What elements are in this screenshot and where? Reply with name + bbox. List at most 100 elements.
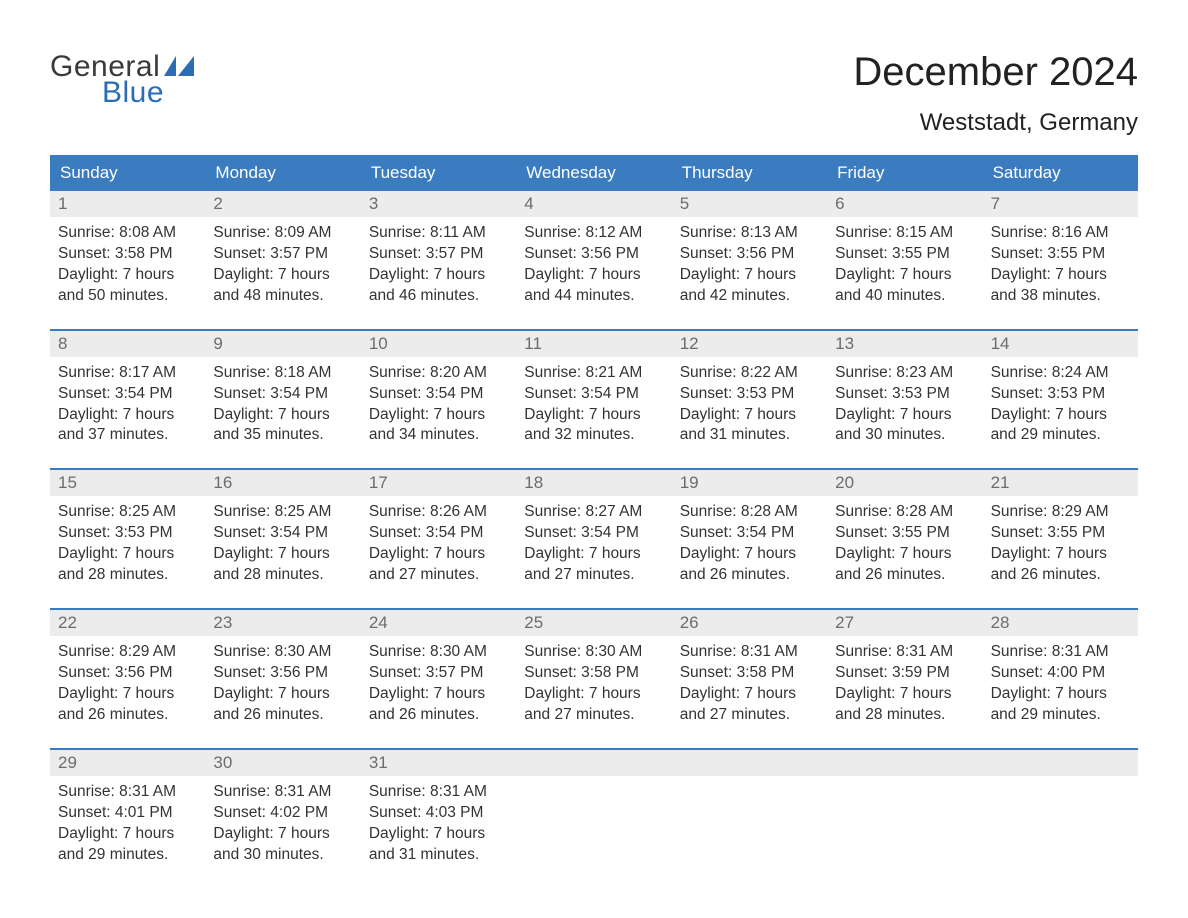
day-number: 21 [983, 470, 1138, 496]
weekday-header: Monday [205, 155, 360, 191]
sunset-line: Sunset: 3:56 PM [58, 663, 197, 684]
sunset-line: Sunset: 3:53 PM [835, 384, 974, 405]
day-number: 13 [827, 331, 982, 357]
day-body: Sunrise: 8:09 AMSunset: 3:57 PMDaylight:… [205, 217, 360, 311]
sunrise-line: Sunrise: 8:25 AM [213, 502, 352, 523]
daylight-line-2: and 30 minutes. [213, 845, 352, 866]
daylight-line-1: Daylight: 7 hours [524, 684, 663, 705]
daylight-line-2: and 31 minutes. [369, 845, 508, 866]
day-cell: 17Sunrise: 8:26 AMSunset: 3:54 PMDayligh… [361, 470, 516, 590]
day-cell: 30Sunrise: 8:31 AMSunset: 4:02 PMDayligh… [205, 750, 360, 870]
day-cell: 7Sunrise: 8:16 AMSunset: 3:55 PMDaylight… [983, 191, 1138, 311]
day-number: 17 [361, 470, 516, 496]
day-number: 31 [361, 750, 516, 776]
daylight-line-1: Daylight: 7 hours [680, 405, 819, 426]
sunset-line: Sunset: 3:55 PM [835, 244, 974, 265]
daylight-line-1: Daylight: 7 hours [835, 684, 974, 705]
day-cell: 21Sunrise: 8:29 AMSunset: 3:55 PMDayligh… [983, 470, 1138, 590]
sunrise-line: Sunrise: 8:29 AM [58, 642, 197, 663]
day-number: 4 [516, 191, 671, 217]
sunrise-line: Sunrise: 8:31 AM [213, 782, 352, 803]
daylight-line-1: Daylight: 7 hours [213, 684, 352, 705]
day-cell: 20Sunrise: 8:28 AMSunset: 3:55 PMDayligh… [827, 470, 982, 590]
daylight-line-1: Daylight: 7 hours [213, 405, 352, 426]
day-cell: 11Sunrise: 8:21 AMSunset: 3:54 PMDayligh… [516, 331, 671, 451]
daylight-line-1: Daylight: 7 hours [369, 824, 508, 845]
day-number: 10 [361, 331, 516, 357]
day-body: Sunrise: 8:28 AMSunset: 3:55 PMDaylight:… [827, 496, 982, 590]
sunrise-line: Sunrise: 8:24 AM [991, 363, 1130, 384]
day-number: 24 [361, 610, 516, 636]
day-cell: 19Sunrise: 8:28 AMSunset: 3:54 PMDayligh… [672, 470, 827, 590]
sunset-line: Sunset: 3:54 PM [524, 523, 663, 544]
daylight-line-2: and 50 minutes. [58, 286, 197, 307]
day-number: 5 [672, 191, 827, 217]
sunset-line: Sunset: 3:54 PM [213, 523, 352, 544]
day-number: 11 [516, 331, 671, 357]
day-body: Sunrise: 8:20 AMSunset: 3:54 PMDaylight:… [361, 357, 516, 451]
day-cell: 27 Sunrise: 8:31 AMSunset: 3:59 PMDayligh… [827, 610, 982, 730]
sunrise-line: Sunrise: 8:31 AM [991, 642, 1130, 663]
sunrise-line: Sunrise: 8:31 AM [58, 782, 197, 803]
day-number: 14 [983, 331, 1138, 357]
sunrise-line: Sunrise: 8:17 AM [58, 363, 197, 384]
daylight-line-2: and 38 minutes. [991, 286, 1130, 307]
day-number: 3 [361, 191, 516, 217]
sunset-line: Sunset: 3:59 PM [835, 663, 974, 684]
daylight-line-2: and 37 minutes. [58, 425, 197, 446]
sunrise-line: Sunrise: 8:23 AM [835, 363, 974, 384]
sunrise-line: Sunrise: 8:31 AM [835, 642, 974, 663]
day-body: Sunrise: 8:22 AMSunset: 3:53 PMDaylight:… [672, 357, 827, 451]
day-number: 8 [50, 331, 205, 357]
weekday-header: Thursday [672, 155, 827, 191]
day-body: Sunrise: 8:31 AMSunset: 4:00 PMDaylight:… [983, 636, 1138, 730]
flag-icon [164, 56, 194, 76]
day-cell [827, 750, 982, 870]
day-body: Sunrise: 8:28 AMSunset: 3:54 PMDaylight:… [672, 496, 827, 590]
day-number: 7 [983, 191, 1138, 217]
day-number: 20 [827, 470, 982, 496]
sunset-line: Sunset: 3:55 PM [835, 523, 974, 544]
sunrise-line: Sunrise: 8:28 AM [680, 502, 819, 523]
daylight-line-1: Daylight: 7 hours [680, 265, 819, 286]
sunset-line: Sunset: 3:54 PM [369, 523, 508, 544]
day-cell: 1Sunrise: 8:08 AMSunset: 3:58 PMDaylight… [50, 191, 205, 311]
sunrise-line: Sunrise: 8:27 AM [524, 502, 663, 523]
weekday-header: Tuesday [361, 155, 516, 191]
daylight-line-1: Daylight: 7 hours [369, 544, 508, 565]
day-cell: 25Sunrise: 8:30 AMSunset: 3:58 PMDayligh… [516, 610, 671, 730]
daylight-line-1: Daylight: 7 hours [213, 265, 352, 286]
day-number: 9 [205, 331, 360, 357]
daylight-line-2: and 26 minutes. [835, 565, 974, 586]
day-number: 2 [205, 191, 360, 217]
day-body: Sunrise: 8:29 AMSunset: 3:55 PMDaylight:… [983, 496, 1138, 590]
daylight-line-2: and 26 minutes. [369, 705, 508, 726]
day-body: Sunrise: 8:29 AMSunset: 3:56 PMDaylight:… [50, 636, 205, 730]
daylight-line-2: and 27 minutes. [524, 705, 663, 726]
sunrise-line: Sunrise: 8:09 AM [213, 223, 352, 244]
weekday-header-row: SundayMondayTuesdayWednesdayThursdayFrid… [50, 155, 1138, 191]
day-cell: 26Sunrise: 8:31 AMSunset: 3:58 PMDayligh… [672, 610, 827, 730]
day-body: Sunrise: 8:26 AMSunset: 3:54 PMDaylight:… [361, 496, 516, 590]
sunset-line: Sunset: 4:03 PM [369, 803, 508, 824]
daylight-line-2: and 29 minutes. [991, 705, 1130, 726]
day-body: Sunrise: 8:30 AMSunset: 3:58 PMDaylight:… [516, 636, 671, 730]
sunrise-line: Sunrise: 8:30 AM [369, 642, 508, 663]
weekday-header: Sunday [50, 155, 205, 191]
day-cell: 16Sunrise: 8:25 AMSunset: 3:54 PMDayligh… [205, 470, 360, 590]
weekday-header: Saturday [983, 155, 1138, 191]
daylight-line-2: and 28 minutes. [835, 705, 974, 726]
day-cell: 3Sunrise: 8:11 AMSunset: 3:57 PMDaylight… [361, 191, 516, 311]
day-number: 19 [672, 470, 827, 496]
sunset-line: Sunset: 3:55 PM [991, 244, 1130, 265]
day-body: Sunrise: 8:18 AMSunset: 3:54 PMDaylight:… [205, 357, 360, 451]
day-cell: 28Sunrise: 8:31 AMSunset: 4:00 PMDayligh… [983, 610, 1138, 730]
day-number: 18 [516, 470, 671, 496]
day-body: Sunrise: 8:12 AMSunset: 3:56 PMDaylight:… [516, 217, 671, 311]
day-number: 29 [50, 750, 205, 776]
day-body: Sunrise: 8:30 AMSunset: 3:56 PMDaylight:… [205, 636, 360, 730]
day-body: Sunrise: 8:25 AMSunset: 3:53 PMDaylight:… [50, 496, 205, 590]
sunset-line: Sunset: 3:53 PM [680, 384, 819, 405]
day-number: 27 [827, 610, 982, 636]
sunset-line: Sunset: 3:56 PM [524, 244, 663, 265]
